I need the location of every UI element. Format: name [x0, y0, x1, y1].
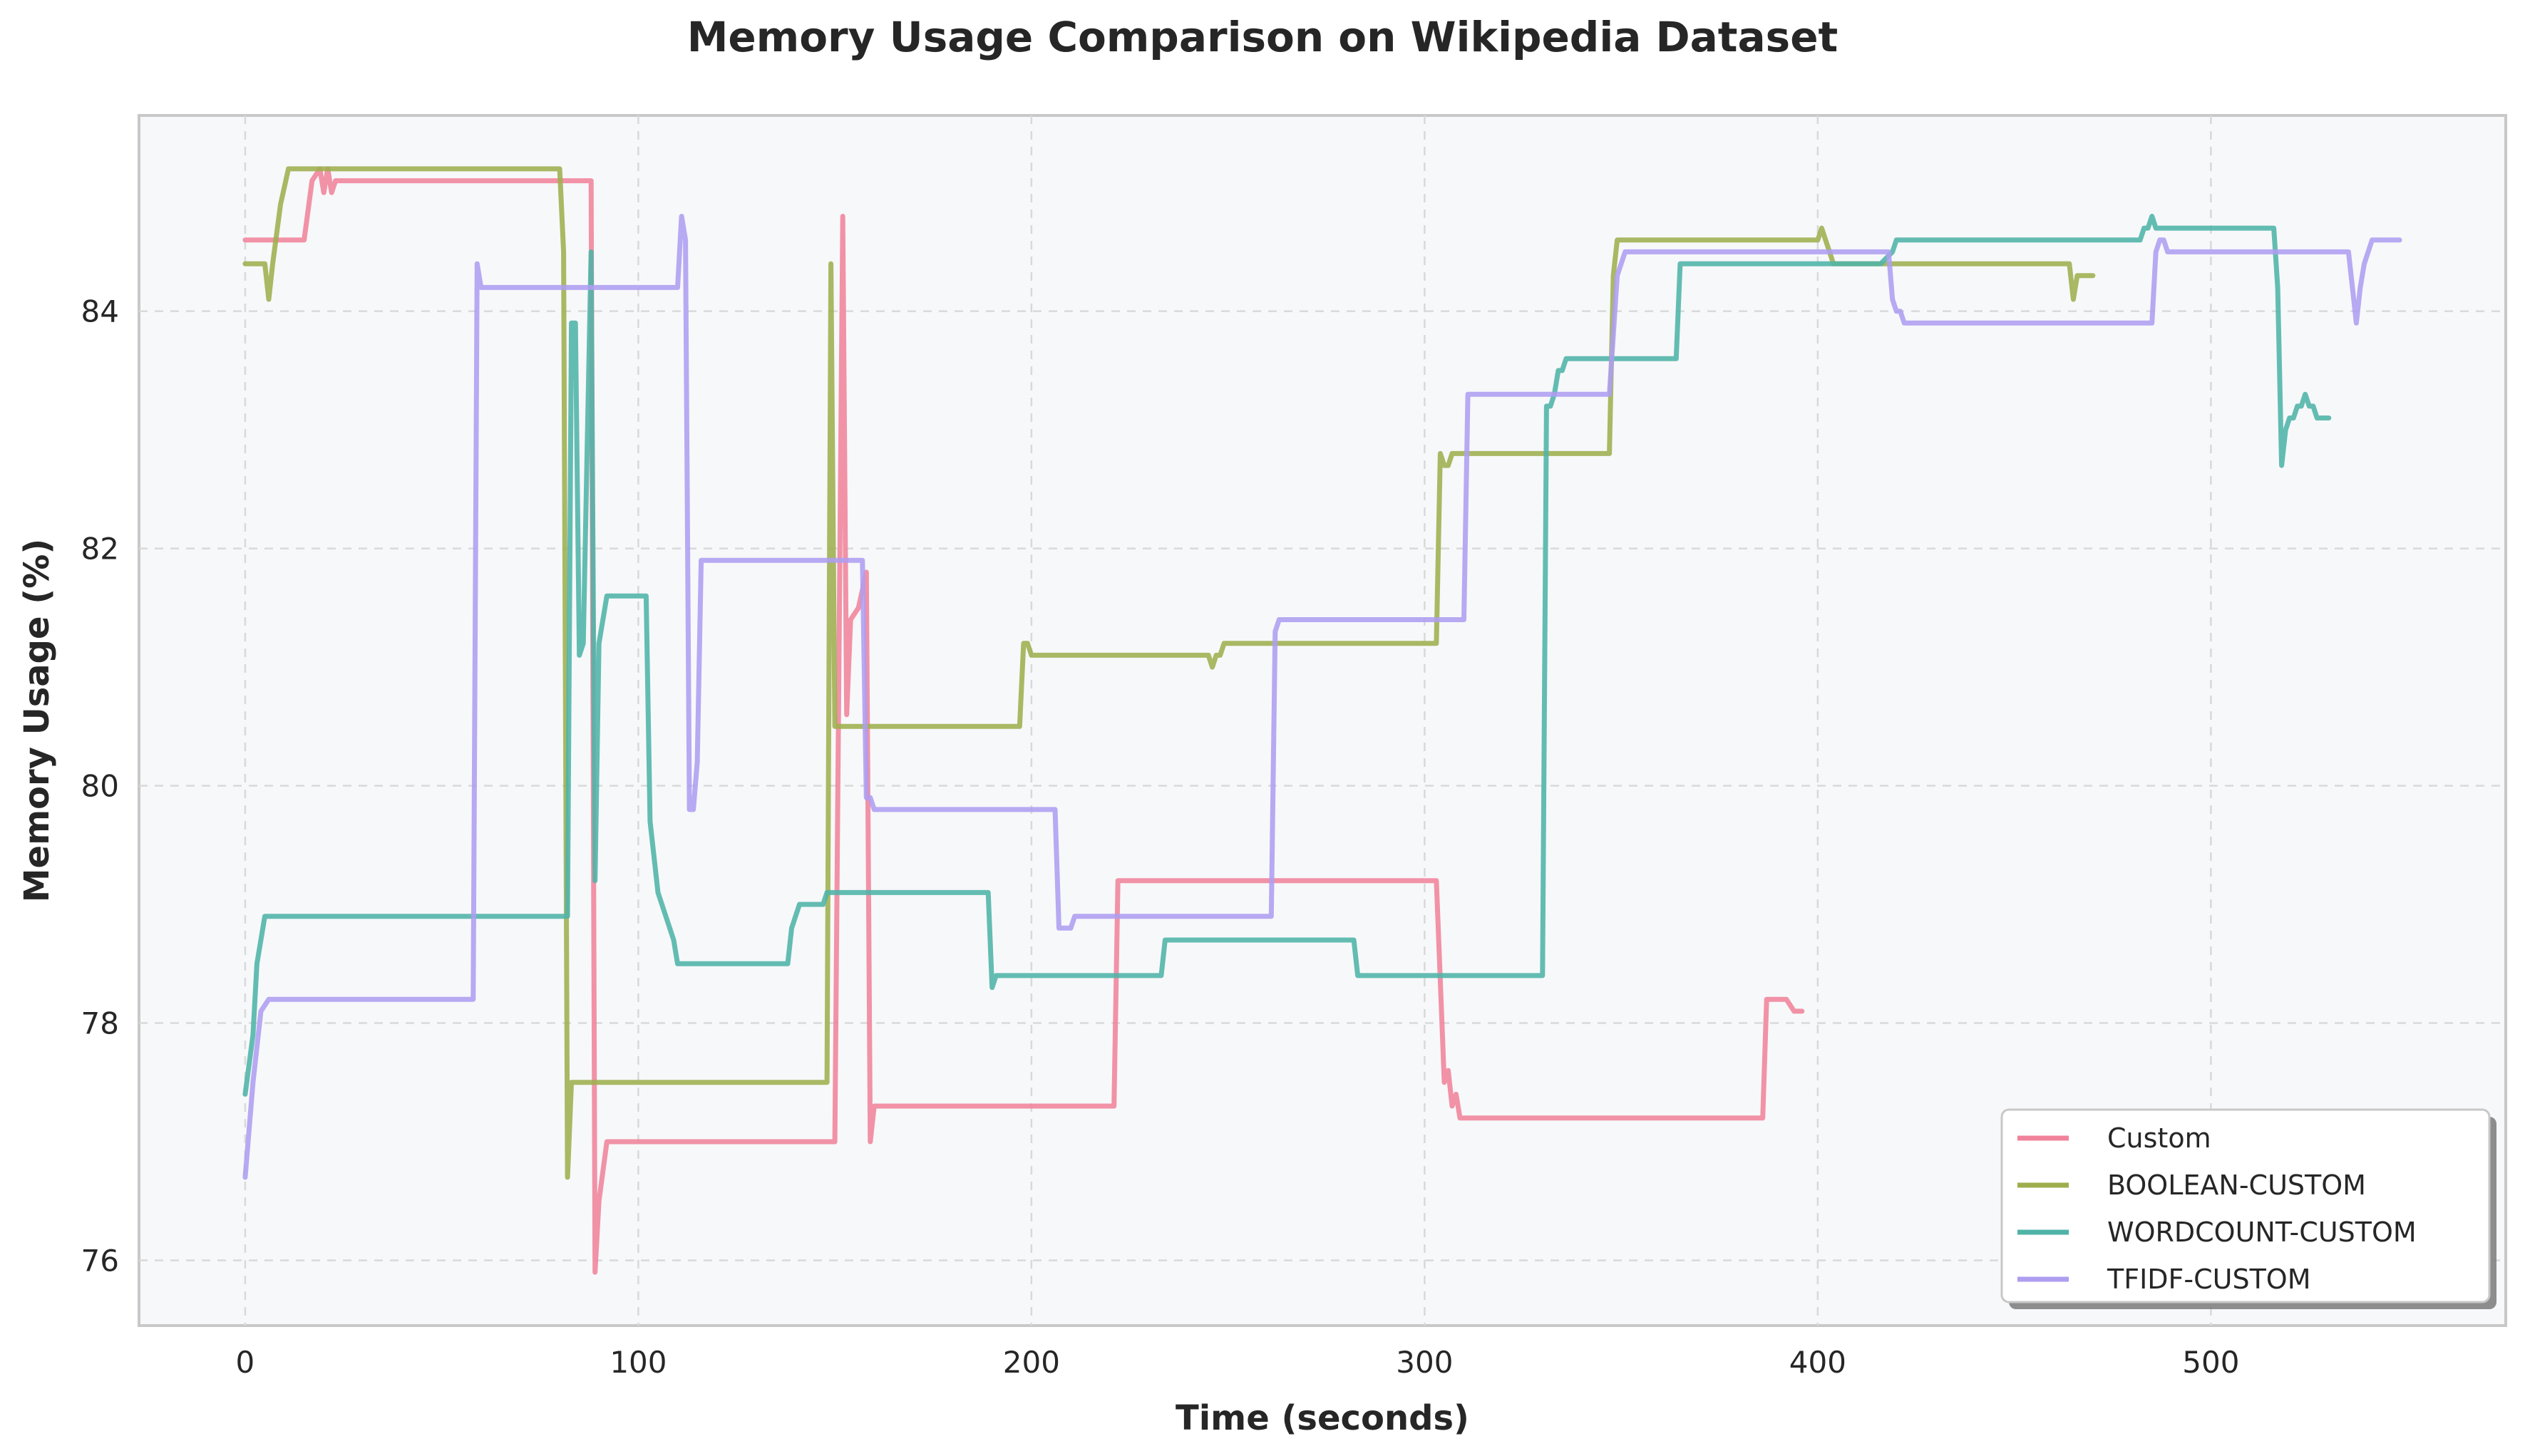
chart-title: Memory Usage Comparison on Wikipedia Dat… [687, 13, 1839, 61]
legend: Custom BOOLEAN-CUSTOM WORDCOUNT-CUSTOM TFID… [2000, 1108, 2496, 1309]
x-tick-label: 100 [610, 1345, 667, 1380]
series-line-custom [242, 166, 1805, 1275]
x-tick-label: 0 [236, 1345, 255, 1380]
tick-labels: 0 100 200 300 400 500 76 78 80 82 84 [81, 294, 2240, 1380]
legend-label: Custom [2107, 1122, 2211, 1154]
y-axis-label: Memory Usage (%) [17, 539, 57, 903]
legend-label: TFIDF-CUSTOM [2107, 1264, 2310, 1295]
y-tick-label: 84 [81, 294, 119, 329]
series-lines [242, 166, 2402, 1275]
series-line-wordcount-custom [242, 214, 2332, 1097]
x-tick-label: 200 [1003, 1345, 1060, 1380]
x-axis-label: Time (seconds) [1176, 1398, 1469, 1438]
legend-box [2000, 1108, 2491, 1303]
y-tick-label: 82 [81, 532, 119, 567]
legend-label: WORDCOUNT-CUSTOM [2107, 1217, 2417, 1248]
y-tick-label: 78 [81, 1006, 119, 1041]
legend-label: BOOLEAN-CUSTOM [2107, 1170, 2366, 1201]
y-tick-label: 80 [81, 769, 119, 804]
grid-lines [139, 115, 2506, 1326]
x-tick-label: 300 [1396, 1345, 1453, 1380]
x-tick-label: 400 [1789, 1345, 1846, 1380]
x-tick-label: 500 [2182, 1345, 2239, 1380]
series-line-tfidf-custom [242, 214, 2402, 1180]
series-line-boolean-custom [242, 166, 2096, 1180]
y-tick-label: 76 [81, 1243, 119, 1278]
